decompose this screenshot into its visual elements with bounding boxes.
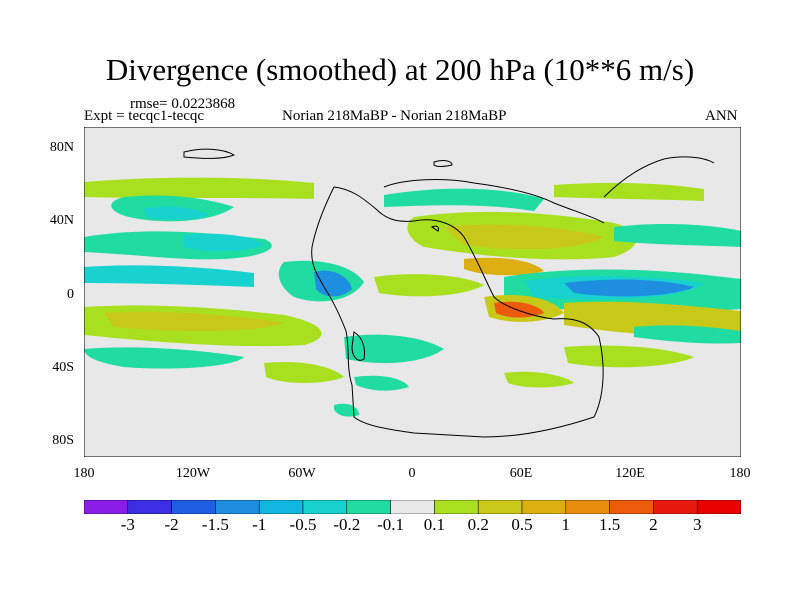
colorbar-label: -3 — [120, 515, 135, 534]
rmse-label: rmse= 0.0223868 — [130, 96, 236, 112]
season-label: ANN — [705, 108, 738, 124]
colorbar-box — [696, 500, 741, 514]
colorbar-box — [521, 500, 567, 514]
lat-tick-40n: 40N — [49, 213, 74, 228]
colorbar-box — [258, 500, 304, 514]
comparison-label: Norian 218MaBP - Norian 218MaBP — [282, 108, 507, 124]
lon-tick-0: 0 — [408, 466, 416, 481]
colorbar-box — [477, 500, 523, 514]
colorbar-label: 1.5 — [598, 515, 621, 534]
colorbar-label: -0.1 — [377, 515, 405, 534]
colorbar-box — [171, 500, 216, 514]
colorbar-box — [127, 500, 172, 514]
colorbar-label: -2 — [164, 515, 179, 534]
colorbar-box — [609, 500, 654, 514]
lat-tick-40s: 40S — [52, 360, 74, 375]
lon-tick-180w: 180 — [73, 466, 95, 481]
divergence-contours — [84, 177, 741, 417]
colorbar — [84, 500, 741, 514]
lon-tick-120e: 120E — [615, 466, 645, 481]
experiment-label: Expt = tecqc1-tecqc — [84, 108, 205, 124]
coastlines — [183, 148, 715, 438]
colorbar-label: -1 — [252, 515, 267, 534]
colorbar-label: 0.5 — [511, 515, 533, 534]
colorbar-label: 0.2 — [467, 515, 489, 534]
colorbar-box — [84, 500, 129, 514]
colorbar-label: 1 — [561, 515, 571, 534]
colorbar-label: 3 — [692, 515, 702, 534]
colorbar-box — [653, 500, 698, 514]
lat-tick-80n: 80N — [49, 140, 74, 155]
lon-tick-60e: 60E — [509, 466, 533, 481]
lat-tick-0: 0 — [67, 287, 74, 302]
colorbar-box — [434, 500, 479, 514]
colorbar-box — [346, 500, 391, 514]
divergence-map — [84, 127, 741, 457]
colorbar-label: -1.5 — [201, 515, 229, 534]
colorbar-label: 2 — [649, 515, 658, 534]
lon-tick-60w: 60W — [288, 466, 316, 481]
colorbar-box — [390, 500, 435, 514]
colorbar-box — [215, 500, 260, 514]
lat-tick-80s: 80S — [52, 433, 74, 448]
colorbar-box — [302, 500, 348, 514]
colorbar-label: -0.5 — [289, 515, 317, 534]
colorbar-box — [565, 500, 610, 514]
colorbar-label: 0.1 — [423, 515, 446, 534]
lon-tick-180e: 180 — [729, 466, 751, 481]
colorbar-label: -0.2 — [333, 515, 361, 534]
plot-title: Divergence (smoothed) at 200 hPa (10**6 … — [105, 52, 695, 87]
lon-tick-120w: 120W — [175, 466, 211, 481]
